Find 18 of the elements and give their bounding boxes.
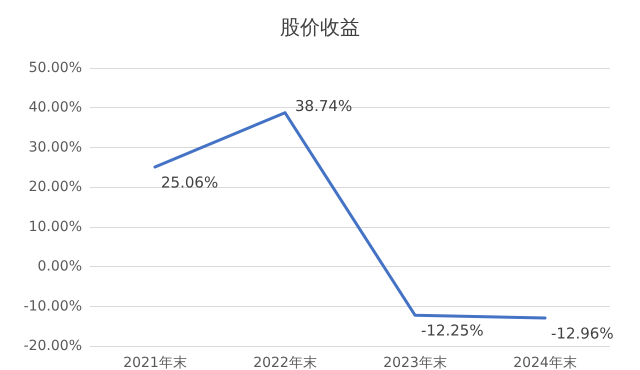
data-label: 25.06% [161, 174, 218, 192]
data-label: 38.74% [295, 97, 352, 116]
y-tick-label: 50.00% [28, 60, 82, 76]
x-tick-label: 2023年末 [383, 355, 447, 370]
y-tick-label: 0.00% [38, 258, 82, 275]
chart-title: 股价收益 [280, 15, 360, 39]
y-tick-label: -10.00% [24, 298, 82, 314]
y-tick-label: 10.00% [28, 218, 82, 235]
x-tick-label: 2022年末 [253, 355, 317, 370]
y-tick-label: 20.00% [28, 179, 82, 196]
data-label: -12.96% [551, 324, 614, 343]
y-tick-label: 40.00% [28, 100, 82, 116]
data-label: -12.25% [421, 322, 484, 340]
x-tick-label: 2024年末 [513, 355, 577, 370]
y-tick-label: 30.00% [28, 139, 82, 156]
x-tick-label: 2021年末 [123, 355, 187, 370]
line-series [154, 111, 546, 320]
y-tick-label: -20.00% [24, 338, 82, 354]
